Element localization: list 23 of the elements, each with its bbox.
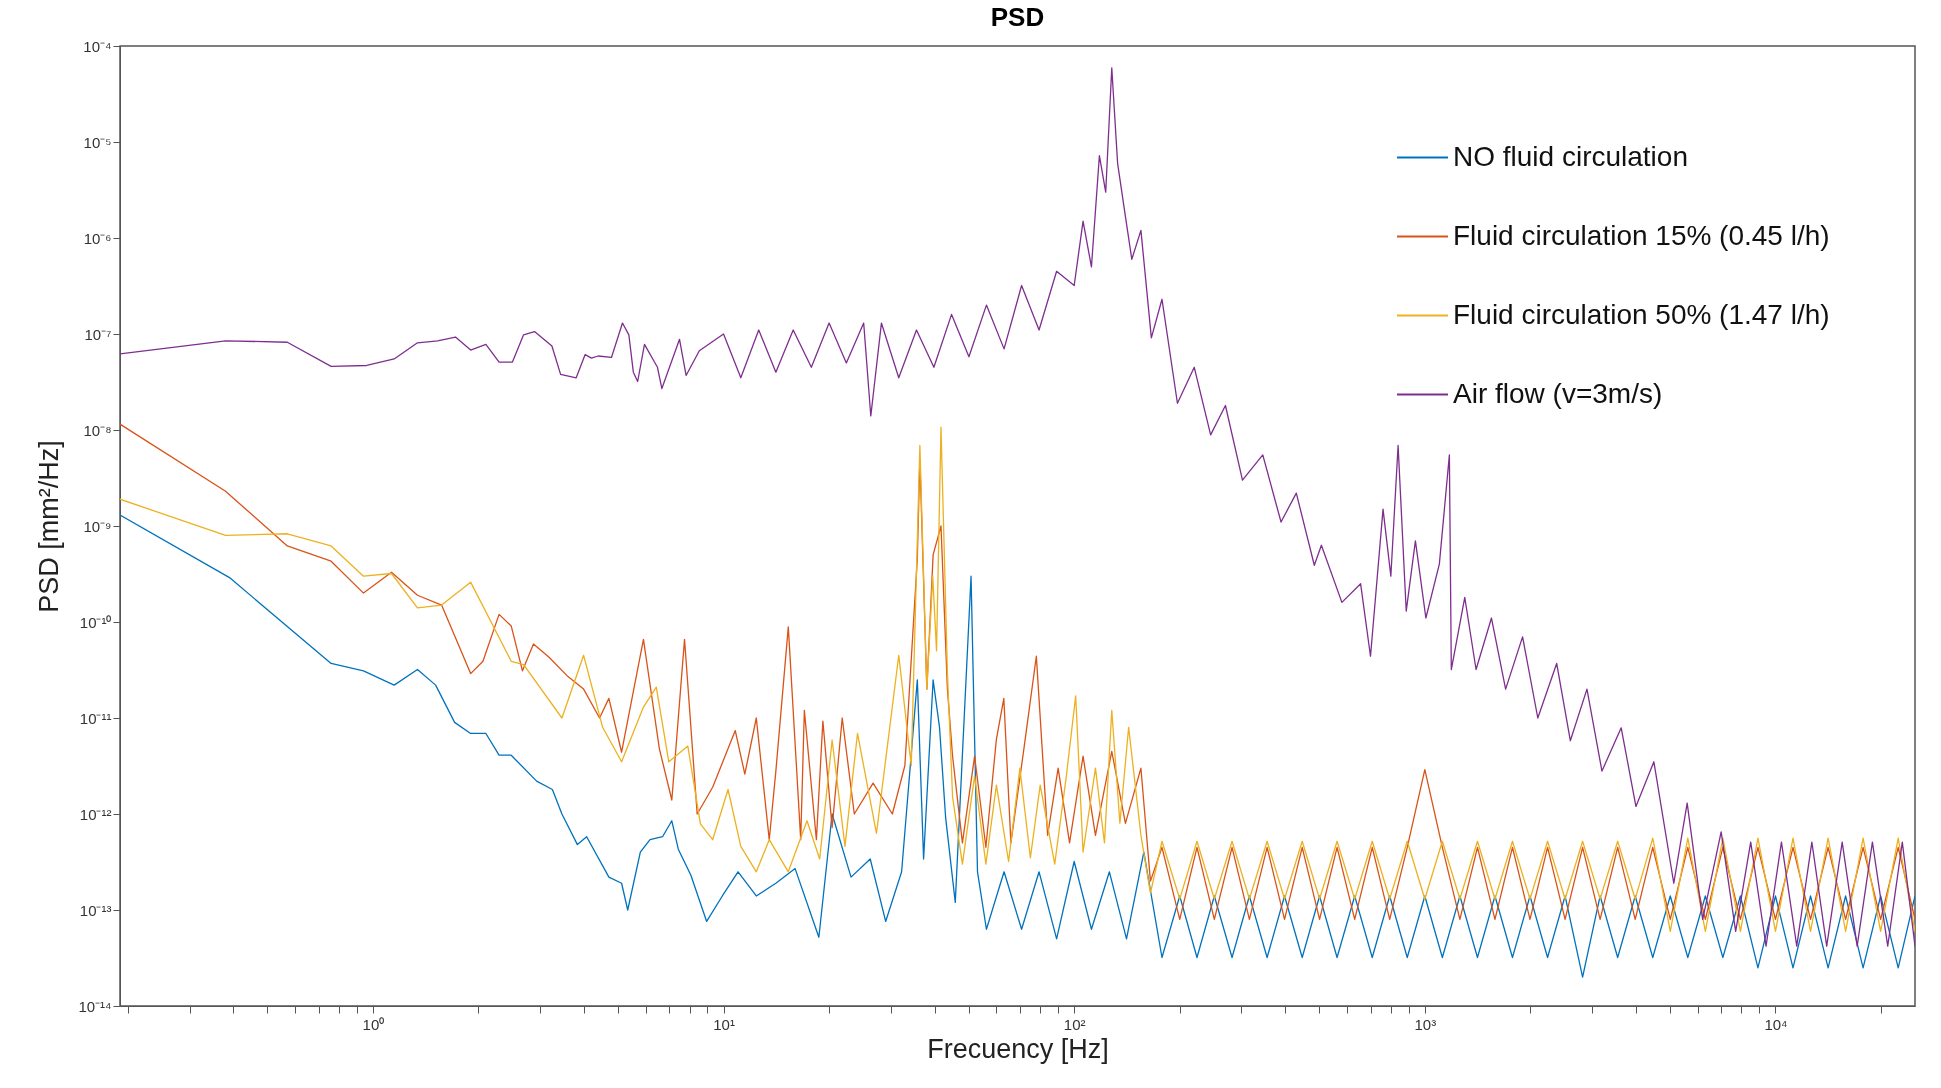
x-tick-label: 10² (1063, 1015, 1086, 1033)
y-tick-label: 10⁻¹¹ (79, 709, 112, 727)
x-tick-label: 10⁴ (1764, 1015, 1788, 1033)
y-tick-label: 10⁻⁷ (84, 325, 112, 343)
x-tick-label: 10¹ (713, 1015, 735, 1033)
legend-label: Fluid circulation 50% (1.47 l/h) (1453, 298, 1830, 330)
legend-label: Fluid circulation 15% (0.45 l/h) (1453, 219, 1830, 251)
x-axis-title: Frecuency [Hz] (927, 1033, 1109, 1064)
y-tick-label: 10⁻⁴ (83, 37, 112, 55)
y-tick-label: 10⁻⁹ (83, 517, 112, 535)
y-axis-title: PSD [mm²/Hz] (34, 440, 65, 613)
legend-label: Air flow (v=3m/s) (1453, 377, 1663, 409)
y-tick-label: 10⁻⁶ (83, 229, 112, 247)
x-tick-label: 10³ (1414, 1015, 1437, 1033)
y-tick-label: 10⁻¹³ (79, 901, 112, 919)
y-tick-label: 10⁻⁸ (83, 421, 112, 439)
legend-label: NO fluid circulation (1453, 140, 1688, 172)
y-tick-label: 10⁻¹⁰ (79, 613, 112, 631)
y-tick-label: 10⁻⁵ (83, 133, 112, 151)
y-tick-label: 10⁻¹⁴ (78, 997, 112, 1015)
chart-title: PSD (990, 2, 1045, 32)
y-tick-label: 10⁻¹² (79, 805, 112, 823)
x-tick-label: 10⁰ (362, 1015, 385, 1033)
